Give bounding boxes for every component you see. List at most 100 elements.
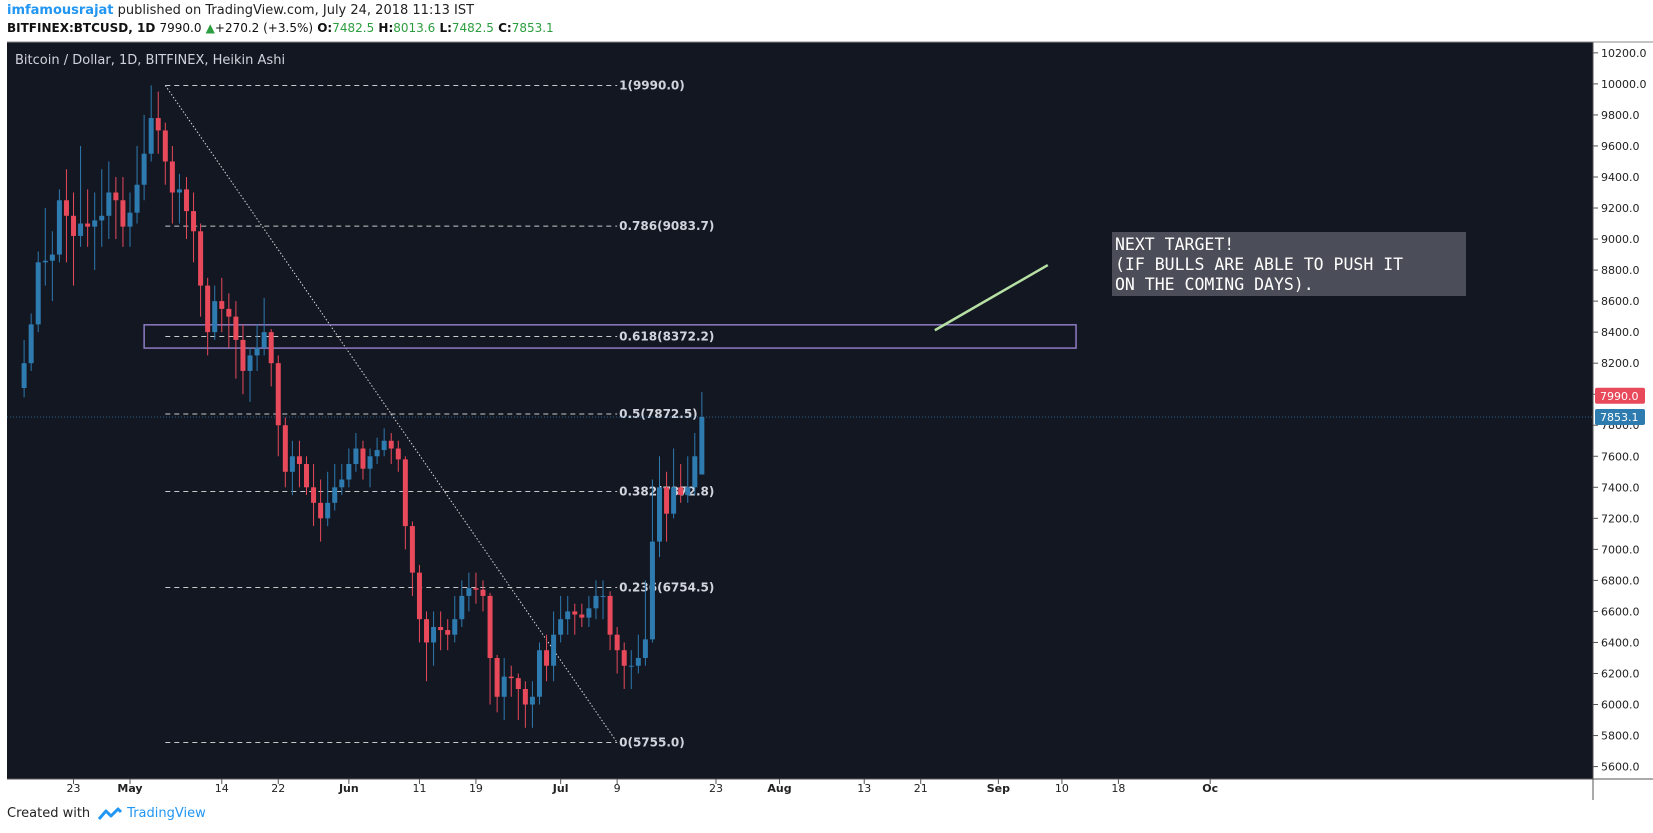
candle	[685, 456, 691, 503]
candle	[607, 591, 613, 651]
x-tick-label: Oc	[1202, 782, 1218, 795]
candle	[353, 432, 359, 472]
candle	[183, 176, 189, 240]
y-tick-label: 5800.0	[1601, 730, 1640, 743]
candle	[445, 619, 451, 651]
published-text: published on TradingView.com, July 24, 2…	[113, 3, 475, 18]
y-tick-label: 9400.0	[1601, 171, 1640, 184]
price-label-text: 7990.0	[1600, 390, 1639, 403]
candle-body	[657, 487, 662, 542]
candle-body	[21, 363, 27, 389]
candle	[148, 85, 154, 162]
fib-level-label: 0.236(6754.5)	[619, 580, 714, 594]
candle	[381, 428, 387, 457]
candle-body	[332, 487, 338, 503]
candle-body	[508, 676, 514, 679]
candle-body	[671, 487, 677, 514]
candle	[304, 456, 309, 496]
candle	[42, 208, 48, 286]
candle	[558, 595, 564, 643]
candle-body	[183, 189, 189, 212]
candle	[678, 464, 684, 503]
tradingview-link[interactable]: TradingView	[98, 806, 206, 821]
candle-body	[367, 456, 373, 469]
candle-body	[649, 541, 655, 640]
candle-body	[226, 308, 232, 317]
candle-body	[240, 339, 246, 371]
author-name[interactable]: imfamousrajat	[7, 3, 114, 18]
candle-body	[395, 448, 401, 460]
x-tick-label: Jun	[338, 782, 359, 795]
x-tick-label: 11	[412, 782, 426, 795]
fib-level-label: 0.618(8372.2)	[619, 329, 714, 343]
fib-level-label: 1(9990.0)	[619, 78, 685, 92]
candle	[155, 91, 161, 154]
candle-body	[614, 634, 620, 651]
candle	[452, 595, 458, 643]
candle-body	[565, 611, 571, 620]
candle-body	[628, 665, 634, 667]
candle	[63, 169, 69, 263]
tradingview-logo-icon	[98, 807, 123, 820]
candle-body	[176, 189, 182, 193]
candle	[275, 355, 281, 457]
candle-body	[275, 363, 281, 426]
fib-level-label: 0.786(9083.7)	[619, 219, 714, 233]
candle-body	[155, 118, 161, 131]
candle-body	[318, 502, 324, 519]
chart-title: Bitcoin / Dollar, 1D, BITFINEX, Heikin A…	[15, 53, 285, 68]
candle-body	[466, 588, 472, 596]
x-tick-label: 21	[914, 782, 928, 795]
candle-body	[92, 220, 98, 227]
candle	[233, 301, 239, 379]
candle	[388, 432, 394, 465]
candle-body	[85, 223, 91, 227]
candle	[367, 448, 373, 488]
candle	[268, 329, 274, 387]
candle	[409, 521, 415, 596]
candle-body	[360, 448, 366, 469]
x-tick-label: 10	[1055, 782, 1069, 795]
candle	[219, 277, 225, 333]
y-tick-label: 8200.0	[1601, 357, 1640, 370]
candle-body	[134, 184, 140, 213]
candle-body	[579, 614, 585, 618]
candle-body	[120, 200, 126, 227]
candle-body	[593, 595, 599, 609]
candle-body	[586, 608, 592, 618]
candle	[332, 464, 338, 511]
candle-body	[99, 215, 105, 221]
high-label: H:	[378, 21, 394, 35]
candle-body	[304, 464, 309, 488]
candle	[649, 479, 655, 643]
candle	[296, 440, 302, 488]
candle-body	[409, 526, 415, 573]
high-value: 8013.6	[393, 21, 436, 35]
candle-body	[388, 440, 394, 449]
candle-body	[445, 630, 451, 635]
x-tick-label: 19	[469, 782, 483, 795]
x-tick-label: Aug	[767, 782, 791, 795]
candle-body	[141, 153, 147, 185]
candle	[212, 285, 218, 340]
candle	[522, 681, 528, 728]
candle	[78, 145, 84, 247]
y-tick-label: 6200.0	[1601, 667, 1640, 680]
candle-body	[431, 626, 437, 643]
candle	[49, 231, 55, 302]
candle	[628, 650, 634, 690]
price-label-box	[1595, 387, 1645, 404]
target-arrow-line	[934, 264, 1049, 332]
candle-body	[49, 254, 55, 261]
candle	[35, 251, 41, 333]
candle-body	[473, 588, 479, 590]
candle-body	[381, 440, 387, 451]
y-tick-label: 7000.0	[1601, 543, 1640, 556]
candle-body	[600, 595, 606, 597]
candle-body	[261, 332, 267, 348]
candle	[205, 277, 211, 356]
candle-body	[353, 448, 359, 465]
close-label: C:	[498, 21, 512, 35]
x-tick-label: May	[117, 782, 142, 795]
